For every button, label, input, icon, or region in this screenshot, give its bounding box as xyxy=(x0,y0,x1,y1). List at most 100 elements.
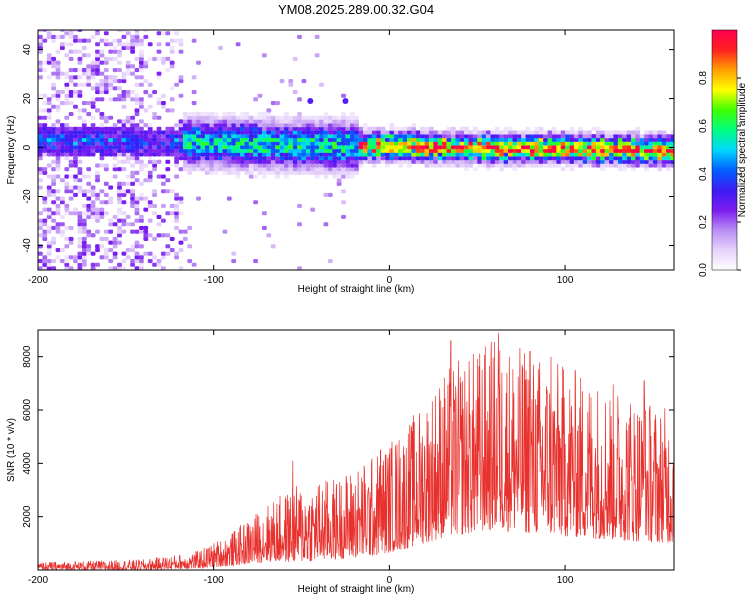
spectrogram-cell xyxy=(95,141,100,146)
spectrogram-cell xyxy=(218,119,223,124)
spectrogram-cell xyxy=(411,130,417,135)
spectrogram-cell xyxy=(613,148,619,153)
spectrogram-cell xyxy=(99,207,105,212)
spectrogram-cell xyxy=(117,211,122,216)
spectrogram-cell xyxy=(68,68,74,73)
spectrogram-cell xyxy=(652,156,658,161)
spectrogram-cell xyxy=(86,126,92,131)
spectrogram-cell xyxy=(587,134,592,139)
spectrogram-cell xyxy=(218,141,223,146)
spectrogram-cell xyxy=(310,130,316,135)
spectrogram-cell xyxy=(103,126,109,131)
spectrogram-cell xyxy=(147,170,153,175)
spectrogram-cell xyxy=(103,163,109,168)
spectrogram-cell xyxy=(196,163,201,168)
spectrogram-cell xyxy=(385,137,390,142)
spectrogram-cell xyxy=(327,137,333,142)
spectrogram-cell xyxy=(200,137,206,142)
spectrogram-cell xyxy=(139,259,144,264)
spectrogram-cell xyxy=(297,266,302,270)
spectrogram-cell xyxy=(130,174,135,179)
spectrogram-cell xyxy=(174,145,179,150)
spectrogram-cell xyxy=(95,211,100,216)
spectrogram-cell xyxy=(196,126,201,131)
spectrogram-cell xyxy=(46,53,52,58)
spectrogram-cell xyxy=(139,159,144,164)
spectrogram-cell xyxy=(77,218,83,223)
spectrogram-cell xyxy=(55,222,61,227)
spectrogram-cell xyxy=(130,145,135,150)
spectrogram-cell xyxy=(442,148,447,153)
spectrogram-cell xyxy=(51,38,56,43)
spectrogram-cell xyxy=(38,75,43,80)
spectrogram-cell xyxy=(494,134,500,139)
spectrogram-cell xyxy=(600,145,605,150)
spectrogram-cell xyxy=(433,141,439,146)
spectrogram-cell xyxy=(46,251,52,256)
spectrogram-cell xyxy=(288,130,294,135)
spectrogram-cell xyxy=(42,134,48,139)
spectrogram-cell xyxy=(178,156,184,161)
spectrogram-cell xyxy=(73,38,78,43)
spectrogram-cell xyxy=(455,130,461,135)
spectrogram-cell xyxy=(428,163,434,168)
spectrogram-cell xyxy=(139,82,144,87)
spectrogram-cell xyxy=(86,233,92,238)
spectrogram-cell xyxy=(477,130,482,135)
spectrogram-cell xyxy=(279,134,285,139)
spectrogram-cell xyxy=(341,119,346,124)
spectrogram-cell xyxy=(266,115,272,120)
spectrogram-cell xyxy=(86,203,92,208)
spectrogram-cell xyxy=(275,170,280,175)
spectrogram-cell xyxy=(424,159,430,164)
spectrogram-cell xyxy=(327,119,333,124)
spectrogram-cell xyxy=(77,56,83,61)
spectrogram-cell xyxy=(64,141,70,146)
spectrogram-cell xyxy=(165,130,171,135)
spectrogram-cell xyxy=(108,196,114,201)
spectrogram-cell xyxy=(174,152,179,157)
spectrogram-cell xyxy=(573,156,579,161)
spectrogram-xtick-label: -100 xyxy=(204,275,224,286)
spectrogram-cell xyxy=(613,145,619,150)
spectrogram-cell xyxy=(494,130,500,135)
spectrogram-cell xyxy=(433,163,439,168)
spectrogram-cell xyxy=(121,222,127,227)
spectrogram-cell xyxy=(437,148,443,153)
spectrogram-cell xyxy=(661,152,667,157)
spectrogram-cell xyxy=(103,248,109,253)
spectrogram-cell xyxy=(437,152,443,157)
spectrogram-cell xyxy=(442,141,447,146)
spectrogram-cell xyxy=(538,152,544,157)
spectrogram-cell xyxy=(200,167,206,172)
spectrogram-cell xyxy=(121,137,127,142)
spectrogram-cell xyxy=(354,156,359,161)
spectrogram-cell xyxy=(51,181,56,186)
spectrogram-cell xyxy=(433,130,439,135)
spectrogram-cell xyxy=(112,251,118,256)
spectrogram-cell xyxy=(108,115,114,120)
spectrogram-cell xyxy=(147,141,153,146)
spectrogram-cell xyxy=(433,145,439,150)
spectrogram-cell xyxy=(455,152,461,157)
spectrogram-cell xyxy=(301,156,307,161)
spectrogram-cell xyxy=(270,152,276,157)
spectrogram-cell xyxy=(253,123,258,128)
spectrogram-cell xyxy=(270,119,276,124)
spectrogram-cell xyxy=(191,90,197,95)
spectrogram-cell xyxy=(46,97,52,102)
spectrogram-cell xyxy=(182,159,188,164)
spectrogram-cell xyxy=(332,148,338,153)
spectrogram-cell xyxy=(86,189,92,194)
spectrogram-cell xyxy=(424,126,430,131)
spectrogram-cell xyxy=(622,130,627,135)
spectrogram-cell xyxy=(77,130,83,135)
spectrogram-cell xyxy=(253,156,258,161)
spectrogram-cell xyxy=(508,163,513,168)
spectrogram-cell xyxy=(38,123,43,128)
spectrogram-cell xyxy=(187,259,193,264)
spectrogram-cell xyxy=(200,115,206,120)
spectrogram-cell xyxy=(121,259,127,264)
spectrogram-cell xyxy=(305,159,311,164)
spectrogram-cell xyxy=(411,159,417,164)
